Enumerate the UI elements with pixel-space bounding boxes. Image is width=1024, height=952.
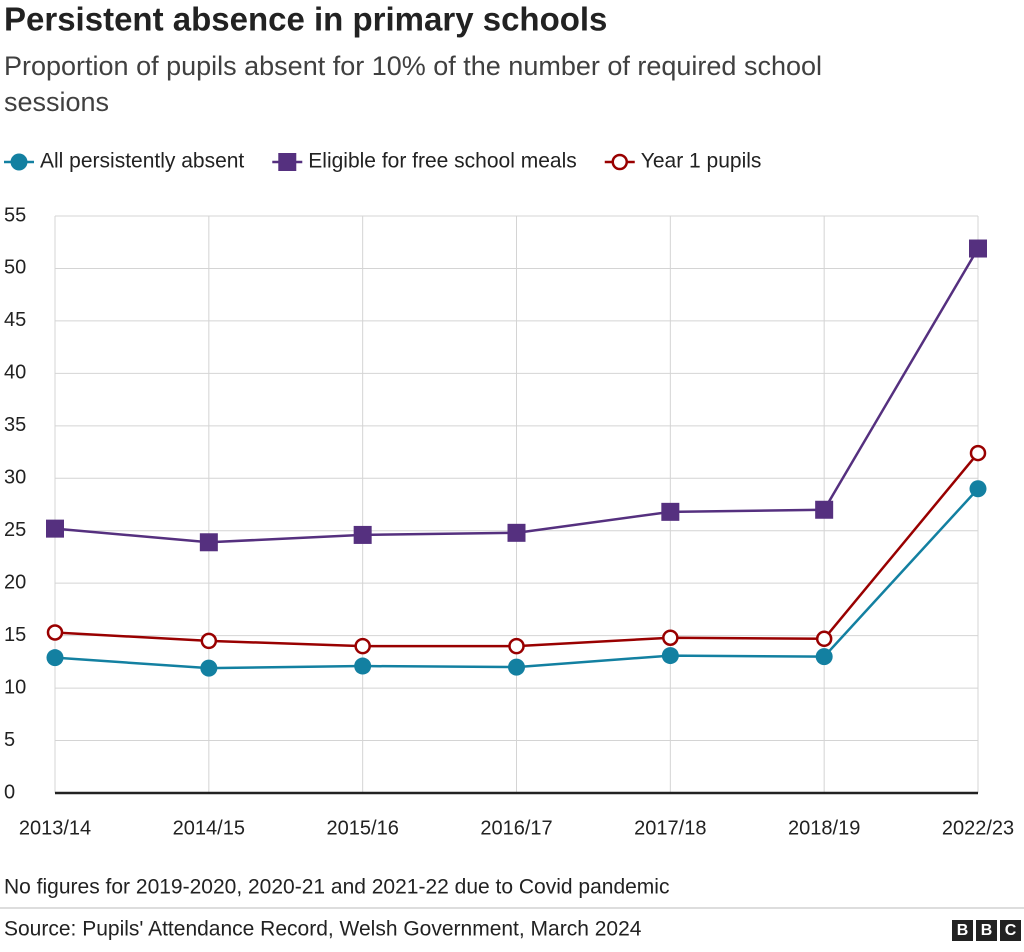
logo-letter: B (957, 922, 969, 939)
y-tick-label: 55 (4, 204, 26, 226)
marker (969, 239, 987, 258)
legend-item: Year 1 pupils (604, 150, 762, 173)
chart-title: Persistent absence in primary schools (4, 1, 607, 38)
marker (661, 647, 679, 665)
x-tick-label: 2015/16 (327, 817, 399, 839)
marker (46, 624, 64, 641)
y-tick-label: 30 (4, 467, 26, 489)
y-tick-label: 25 (4, 519, 26, 541)
marker (46, 519, 64, 538)
marker (508, 658, 525, 676)
marker (969, 444, 987, 462)
x-tick-label: 2014/15 (173, 817, 245, 839)
subtitle: sessions (4, 87, 109, 117)
marker (354, 637, 371, 655)
x-tick-label: 2018/19 (788, 817, 860, 839)
x-tick-label: 2017/18 (634, 817, 706, 839)
x-tick-label: 2022/23 (942, 817, 1014, 839)
legend-item: All persistently absent (4, 150, 244, 173)
marker (815, 630, 833, 648)
marker (508, 637, 525, 655)
x-tick-label: 2016/17 (480, 817, 552, 839)
y-tick-label: 35 (4, 414, 26, 436)
marker (353, 525, 372, 544)
marker (354, 657, 372, 675)
marker (815, 648, 833, 666)
legend-label: Year 1 pupils (641, 150, 762, 173)
logo-box (952, 920, 973, 941)
marker (46, 649, 64, 667)
marker (199, 533, 218, 552)
y-tick-label: 10 (4, 676, 26, 698)
y-tick-label: 40 (4, 362, 26, 384)
marker (10, 153, 28, 171)
marker (507, 523, 526, 542)
logo-box (1000, 920, 1021, 941)
x-tick-label: 2013/14 (19, 817, 91, 839)
source: Source: Pupils' Attendance Record, Welsh… (4, 918, 642, 941)
marker (278, 153, 297, 171)
legend-item: Eligible for free school meals (272, 150, 577, 173)
subtitle: Proportion of pupils absent for 10% of t… (4, 51, 822, 81)
y-tick-label: 20 (4, 571, 26, 593)
logo-letter: C (1005, 922, 1017, 939)
logo-box (976, 920, 997, 941)
y-tick-label: 50 (4, 257, 26, 279)
legend-label: All persistently absent (40, 150, 244, 173)
marker (969, 480, 987, 498)
logo-letter: B (981, 922, 993, 939)
y-tick-label: 5 (4, 729, 15, 751)
marker (611, 153, 628, 171)
y-tick-label: 45 (4, 309, 26, 331)
marker (662, 629, 679, 646)
marker (815, 500, 834, 519)
y-tick-label: 0 (4, 781, 15, 803)
note: No figures for 2019-2020, 2020-21 and 20… (4, 876, 669, 899)
legend-label: Eligible for free school meals (308, 150, 576, 173)
marker (200, 632, 218, 650)
y-tick-label: 15 (4, 624, 26, 646)
marker (200, 659, 218, 677)
marker (661, 502, 680, 521)
